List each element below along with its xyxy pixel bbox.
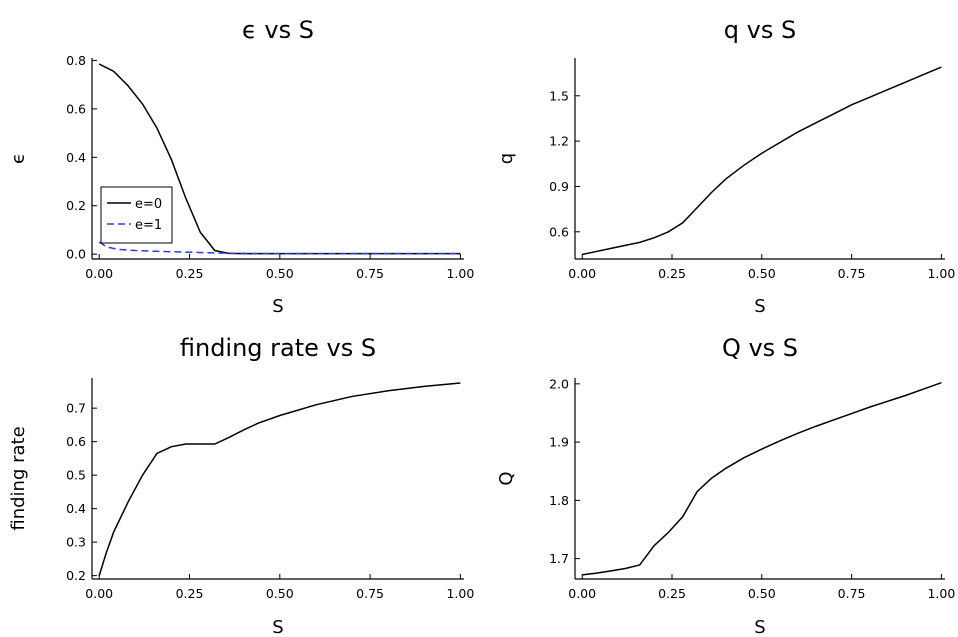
x-tick-label: 1.00 [446,266,474,281]
y-tick-label: 0.0 [66,247,86,262]
y-tick-label: 2.0 [549,376,569,391]
legend-entry: e=1 [135,218,162,233]
y-tick-label: 0.2 [66,568,86,583]
x-tick-label: 0.00 [568,586,596,601]
y-tick-label: 0.4 [66,501,86,516]
x-tick-label: 1.00 [927,586,955,601]
y-tick-label: 0.6 [549,224,569,239]
chart-panel-3: finding rate vs S 0.00 0.25 0.50 0.75 1.00 0.2… [8,334,474,637]
x-tick-label: 0.25 [658,586,686,601]
y-tick-label: 0.5 [66,468,86,483]
y-tick-label: 0.8 [66,53,86,68]
x-tick-label: 0.50 [266,266,294,281]
series-line-1 [582,381,942,576]
x-tick-label: 0.50 [748,586,776,601]
y-axis-label: Q [496,471,517,485]
x-tick-label: 0.50 [266,586,294,601]
y-tick-label: 1.8 [549,493,569,508]
y-tick-label: 1.9 [549,435,569,450]
y-tick-label: 0.7 [66,401,86,416]
y-axis-label: finding rate [8,426,29,530]
legend-entry: e=0 [135,197,162,212]
y-tick-label: 0.3 [66,535,86,550]
y-tick-label: 0.6 [66,101,86,116]
x-axis-label: S [754,617,765,637]
x-tick-label: 0.75 [838,586,866,601]
y-tick-label: 1.7 [549,551,569,566]
x-tick-label: 1.00 [927,266,955,281]
x-axis-label: S [272,617,283,637]
y-tick-label: 1.5 [549,88,569,103]
x-tick-label: 0.25 [658,266,686,281]
chart-title: q vs S [724,16,796,44]
x-tick-label: 1.00 [446,586,474,601]
x-tick-label: 0.00 [568,266,596,281]
chart-panel-4: Q vs S 0.00 0.25 0.50 0.75 1.00 1.7 1.8 1.9 2.0 S Q [496,334,955,637]
chart-panel-1: ϵ vs S 0.00 0.25 0.50 0.75 1.00 0.0 0.2 0.4 0.6 0.… [8,16,474,317]
chart-panel-2: q vs S 0.00 0.25 0.50 0.75 1.00 0.6 0.9 1.2 1.5 Sq [496,16,955,317]
y-tick-label: 0.6 [66,434,86,449]
series-line-1 [582,66,942,256]
x-tick-label: 0.00 [85,266,113,281]
y-axis-label: q [496,153,517,164]
x-tick-label: 0.25 [176,266,204,281]
x-tick-label: 0.25 [176,586,204,601]
x-tick-label: 0.50 [748,266,776,281]
x-axis-label: S [754,296,765,317]
legend-box [100,186,173,244]
series-line-e1 [98,241,461,255]
x-tick-label: 0.75 [356,586,384,601]
x-tick-label: 0.75 [356,266,384,281]
chart-title: Q vs S [722,334,798,362]
chart-title: finding rate vs S [180,334,376,362]
y-axis-label: ϵ [8,153,29,164]
legend: e=0e=1 [100,186,173,244]
chart-title: ϵ vs S [242,16,314,44]
y-tick-label: 0.2 [66,198,86,213]
y-tick-label: 0.9 [549,179,569,194]
series-line-1 [98,382,461,576]
x-tick-label: 0.00 [85,586,113,601]
y-tick-label: 1.2 [549,134,569,149]
x-axis-label: S [272,296,283,317]
y-tick-label: 0.4 [66,150,86,165]
x-tick-label: 0.75 [838,266,866,281]
